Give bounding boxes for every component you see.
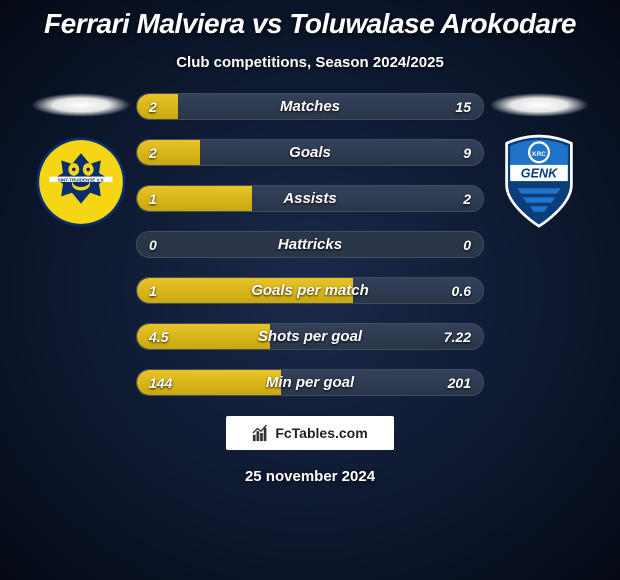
left-player-column: SINT-TRUIDENSE V.V. [26,93,136,227]
stat-label: Min per goal [266,374,354,391]
svg-text:SINT-TRUIDENSE V.V.: SINT-TRUIDENSE V.V. [58,178,104,183]
stat-row-hattricks: 0 Hattricks 0 [136,231,484,258]
stat-fill-left [137,140,200,165]
stat-row-assists: 1 Assists 2 [136,185,484,212]
stat-fill-right [200,140,483,165]
chart-icon [252,424,270,442]
stat-value-left: 1 [149,283,157,299]
stat-value-right: 0 [463,237,471,253]
stat-label: Matches [280,98,340,115]
stat-row-min-per-goal: 144 Min per goal 201 [136,369,484,396]
stat-label: Hattricks [278,236,342,253]
stat-label: Shots per goal [258,328,362,345]
stat-value-left: 0 [149,237,157,253]
left-club-badge-stvv: SINT-TRUIDENSE V.V. [36,137,126,227]
stat-row-goals-per-match: 1 Goals per match 0.6 [136,277,484,304]
right-club-badge-genk: KRC GENK [494,137,584,227]
svg-text:KRC: KRC [532,151,546,158]
stat-value-right: 15 [455,99,471,115]
page-title: Ferrari Malviera vs Toluwalase Arokodare [44,8,576,40]
stat-row-goals: 2 Goals 9 [136,139,484,166]
left-avatar-shadow [31,93,131,117]
stat-value-left: 144 [149,375,172,391]
right-avatar-shadow [489,93,589,117]
stat-label: Goals [289,144,331,161]
stat-bars: 2 Matches 15 2 Goals 9 1 Assists 2 0 Hattricks 0 1 Go… [136,93,484,396]
stat-value-right: 2 [463,191,471,207]
stat-value-right: 0.6 [452,283,471,299]
stat-value-right: 7.22 [444,329,471,345]
stat-value-right: 9 [463,145,471,161]
stat-value-left: 2 [149,145,157,161]
right-player-column: KRC GENK [484,93,594,227]
stat-label: Goals per match [251,282,369,299]
subtitle: Club competitions, Season 2024/2025 [176,54,444,71]
stat-fill-left [137,94,178,119]
stat-value-left: 2 [149,99,157,115]
stat-row-shots-per-goal: 4.5 Shots per goal 7.22 [136,323,484,350]
svg-text:GENK: GENK [521,167,558,181]
stat-value-left: 4.5 [149,329,168,345]
comparison-area: SINT-TRUIDENSE V.V. 2 Matches 15 2 Goals 9 1 As… [0,93,620,396]
watermark-text: FcTables.com [275,425,367,441]
stat-value-left: 1 [149,191,157,207]
watermark-badge: FcTables.com [226,416,394,450]
stat-value-right: 201 [448,375,471,391]
stat-row-matches: 2 Matches 15 [136,93,484,120]
stat-label: Assists [283,190,336,207]
date-label: 25 november 2024 [245,468,375,485]
